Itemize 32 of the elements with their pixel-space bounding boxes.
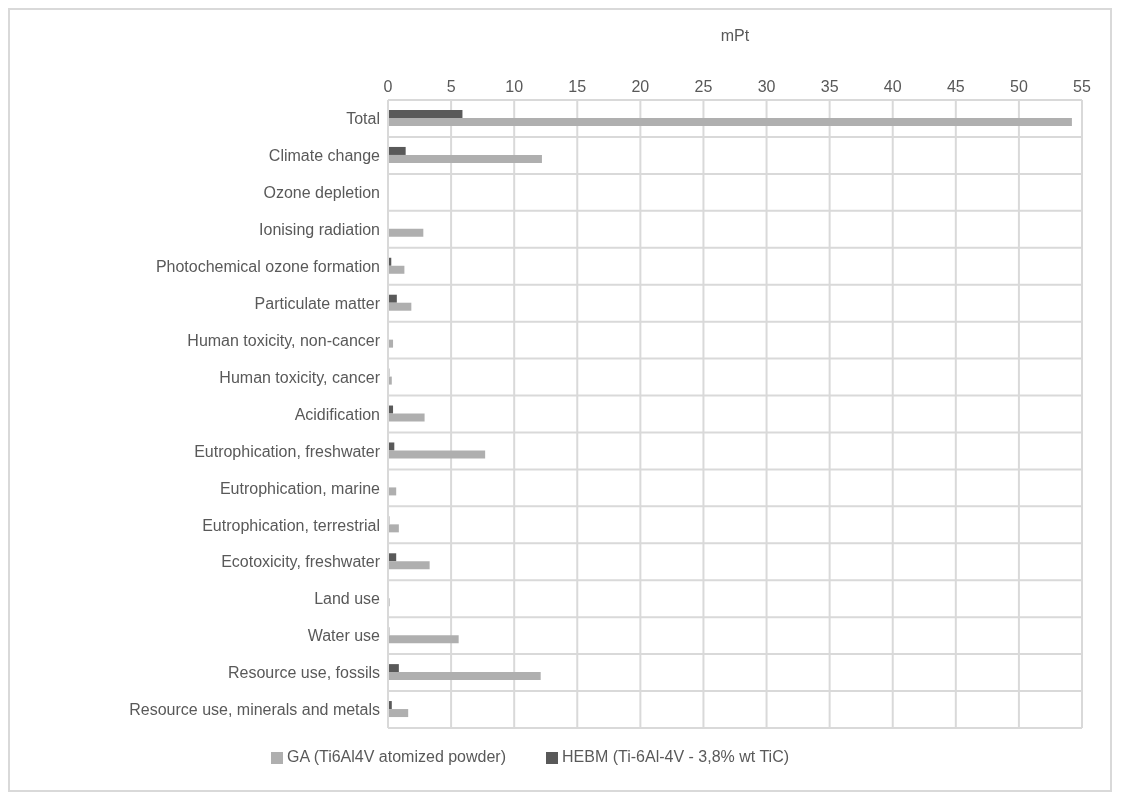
x-axis-title: mPt [720, 27, 750, 45]
y-tick-label: Human toxicity, cancer [219, 368, 381, 386]
y-tick-label: Eutrophication, terrestrial [202, 516, 380, 534]
x-tick-label: 15 [568, 78, 587, 95]
y-tick-label: Ionising radiation [259, 220, 380, 238]
y-tick-label: Acidification [294, 405, 380, 423]
y-tick-label: Photochemical ozone formation [155, 257, 380, 275]
x-tick-label: 45 [946, 78, 965, 95]
y-tick-label: Total [346, 110, 380, 128]
x-tick-label: 5 [446, 78, 456, 95]
x-tick-label: 10 [505, 78, 524, 95]
x-tick-label: 0 [383, 78, 393, 95]
y-tick-label: Human toxicity, non-cancer [187, 331, 381, 349]
y-tick-label: Land use [314, 590, 381, 608]
y-tick-label: Resource use, minerals and metals [129, 701, 380, 719]
y-tick-label: Water use [307, 627, 381, 645]
legend-label: GA (Ti6Al4V atomized powder) [286, 748, 507, 765]
y-tick-label: Ozone depletion [263, 184, 380, 202]
x-tick-label: 30 [757, 78, 776, 95]
y-tick-label: Eutrophication, freshwater [194, 442, 381, 460]
y-tick-label: Resource use, fossils [227, 664, 380, 682]
x-tick-label: 20 [631, 78, 650, 95]
x-tick-label: 55 [1073, 78, 1091, 95]
x-tick-label: 25 [694, 78, 713, 95]
x-tick-label: 50 [1010, 78, 1028, 95]
y-tick-label: Ecotoxicity, freshwater [221, 553, 381, 571]
y-tick-label: Particulate matter [254, 294, 381, 312]
y-tick-label: Eutrophication, marine [219, 479, 381, 497]
y-tick-label: Climate change [268, 147, 381, 165]
x-tick-label: 35 [820, 78, 839, 95]
legend-label: HEBM (Ti-6Al-4V - 3,8% wt TiC) [562, 748, 790, 765]
x-tick-label: 40 [883, 78, 902, 95]
